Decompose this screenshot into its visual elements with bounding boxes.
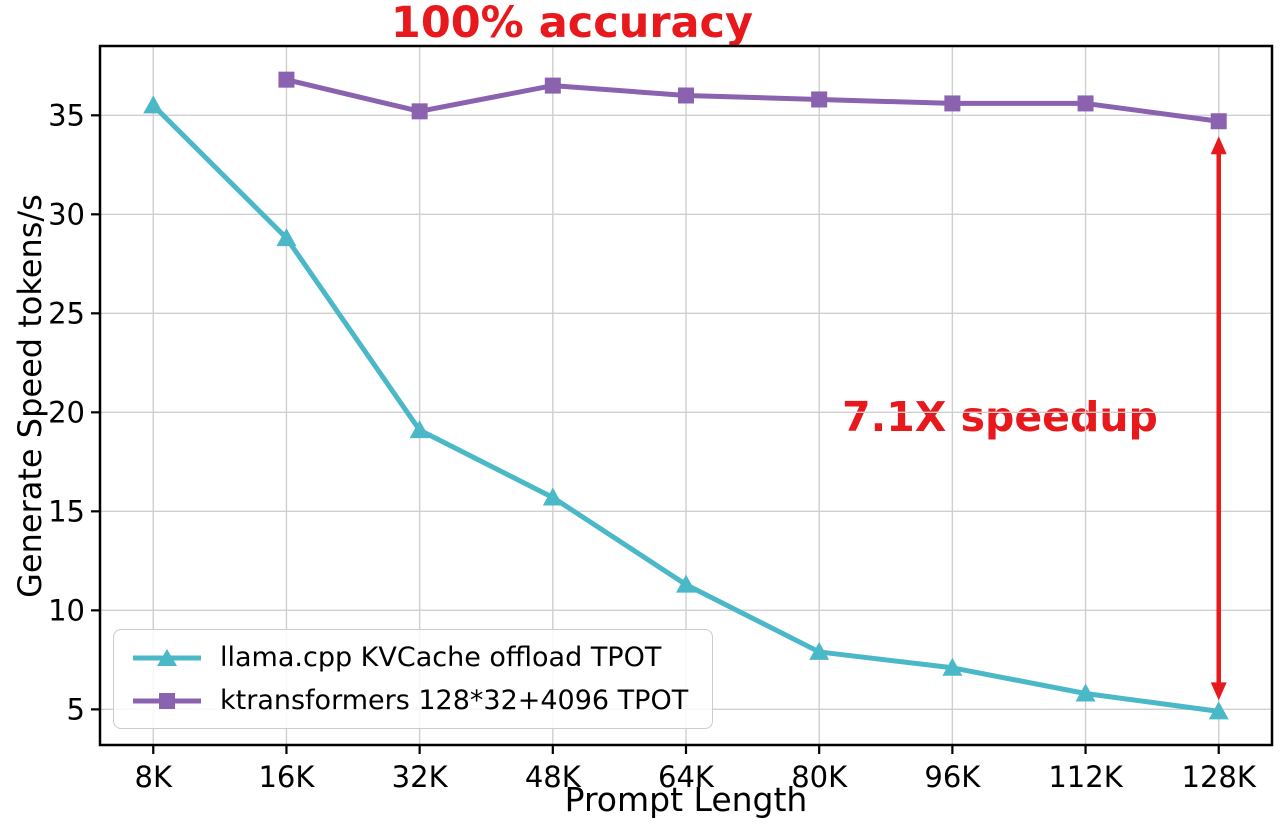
svg-text:48K: 48K: [525, 760, 582, 794]
square-marker-sample-icon: [133, 692, 201, 709]
svg-text:128K: 128K: [1182, 760, 1257, 794]
svg-text:15: 15: [48, 494, 85, 528]
svg-text:80K: 80K: [791, 760, 848, 794]
y-tick-labels: 5 10 15 20 25 30 35: [48, 98, 100, 726]
svg-text:35: 35: [48, 98, 85, 132]
legend-label: ktransformers 128*32+4096 TPOT: [220, 685, 689, 716]
speedup-annotation: 7.1X speedup: [842, 393, 1158, 441]
svg-text:30: 30: [48, 197, 85, 231]
legend-label: llama.cpp KVCache offload TPOT: [220, 642, 662, 673]
svg-text:96K: 96K: [924, 760, 981, 794]
svg-text:20: 20: [48, 395, 85, 429]
series-0: [143, 95, 1229, 720]
x-axis-label: Prompt Length: [564, 780, 808, 819]
svg-text:25: 25: [48, 296, 85, 330]
svg-text:5: 5: [67, 692, 85, 726]
svg-text:32K: 32K: [392, 760, 449, 794]
speedup-arrow: [1210, 136, 1227, 701]
x-tick-labels: 8K 16K 32K 48K 64K 80K 96K 112K 128K: [135, 745, 1257, 794]
series-1: [278, 71, 1227, 130]
legend: llama.cpp KVCache offload TPOT ktransfor…: [113, 629, 714, 729]
svg-text:8K: 8K: [135, 760, 173, 794]
svg-text:16K: 16K: [258, 760, 315, 794]
accuracy-annotation: 100% accuracy: [390, 0, 754, 48]
legend-item: ktransformers 128*32+4096 TPOT: [130, 685, 688, 716]
svg-text:10: 10: [48, 593, 85, 627]
legend-item: llama.cpp KVCache offload TPOT: [130, 642, 688, 673]
svg-text:112K: 112K: [1048, 760, 1123, 794]
svg-text:64K: 64K: [658, 760, 715, 794]
triangle-marker-sample-icon: [133, 648, 201, 666]
